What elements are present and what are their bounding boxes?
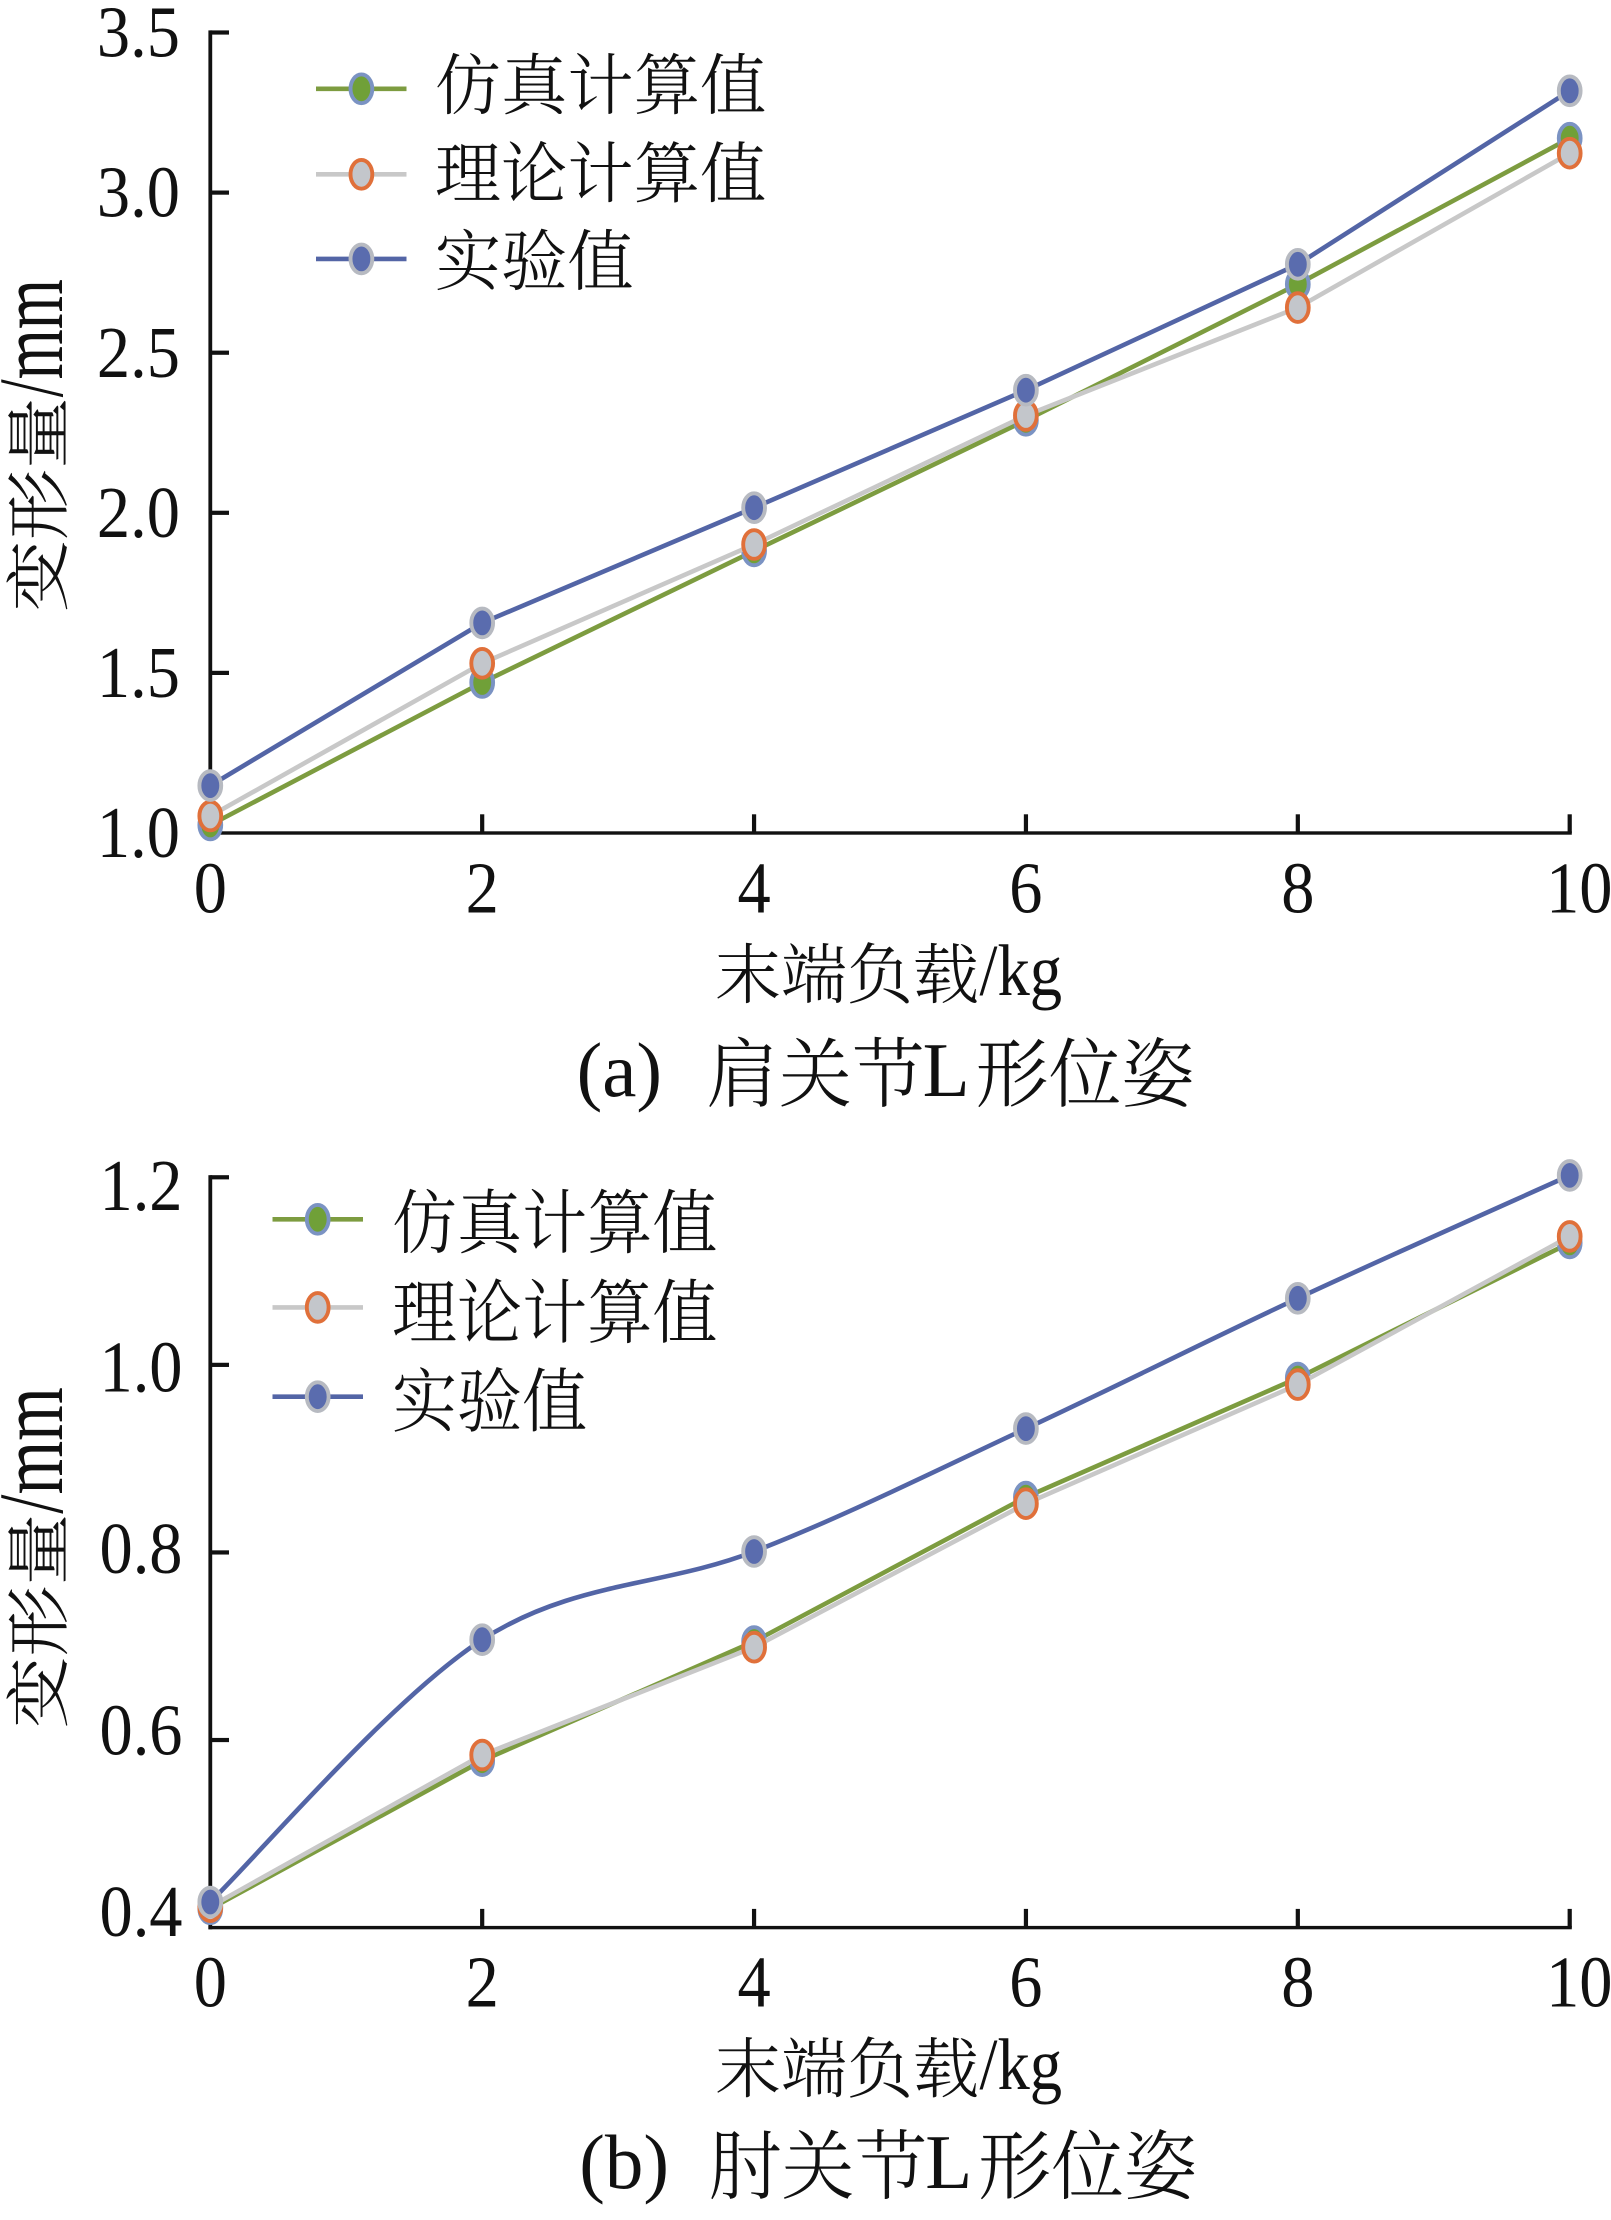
svg-text:L: L <box>925 2119 972 2205</box>
svg-text:0: 0 <box>194 1943 227 2023</box>
svg-text:(a): (a) <box>577 1027 662 1113</box>
svg-text:2: 2 <box>466 849 499 929</box>
svg-text:1.0: 1.0 <box>97 793 180 873</box>
svg-text:2.0: 2.0 <box>97 473 180 553</box>
svg-text:4: 4 <box>738 849 771 929</box>
svg-text:2.5: 2.5 <box>97 313 180 393</box>
svg-text:0: 0 <box>194 849 227 929</box>
svg-text:/kg: /kg <box>980 2025 1063 2105</box>
svg-text:8: 8 <box>1281 849 1314 929</box>
svg-text:6: 6 <box>1009 1943 1042 2023</box>
svg-text:0.6: 0.6 <box>100 1691 183 1771</box>
svg-text:2: 2 <box>466 1943 499 2023</box>
svg-text:1.2: 1.2 <box>100 1146 183 1226</box>
svg-text:3.0: 3.0 <box>97 153 180 233</box>
svg-text:8: 8 <box>1281 1943 1314 2023</box>
svg-text:(b): (b) <box>579 2119 669 2205</box>
svg-text:10: 10 <box>1546 1943 1611 2023</box>
svg-text:/mm: /mm <box>0 279 83 397</box>
svg-text:1.0: 1.0 <box>100 1328 183 1408</box>
svg-text:10: 10 <box>1546 849 1611 929</box>
svg-text:L: L <box>923 1027 970 1113</box>
svg-text:3.5: 3.5 <box>97 0 180 73</box>
svg-text:0.8: 0.8 <box>100 1509 183 1589</box>
svg-text:/mm: /mm <box>0 1387 82 1513</box>
svg-text:0.4: 0.4 <box>100 1872 183 1952</box>
svg-text:1.5: 1.5 <box>97 633 180 713</box>
svg-text:4: 4 <box>738 1943 771 2023</box>
svg-text:6: 6 <box>1009 849 1042 929</box>
svg-text:/kg: /kg <box>980 930 1063 1010</box>
